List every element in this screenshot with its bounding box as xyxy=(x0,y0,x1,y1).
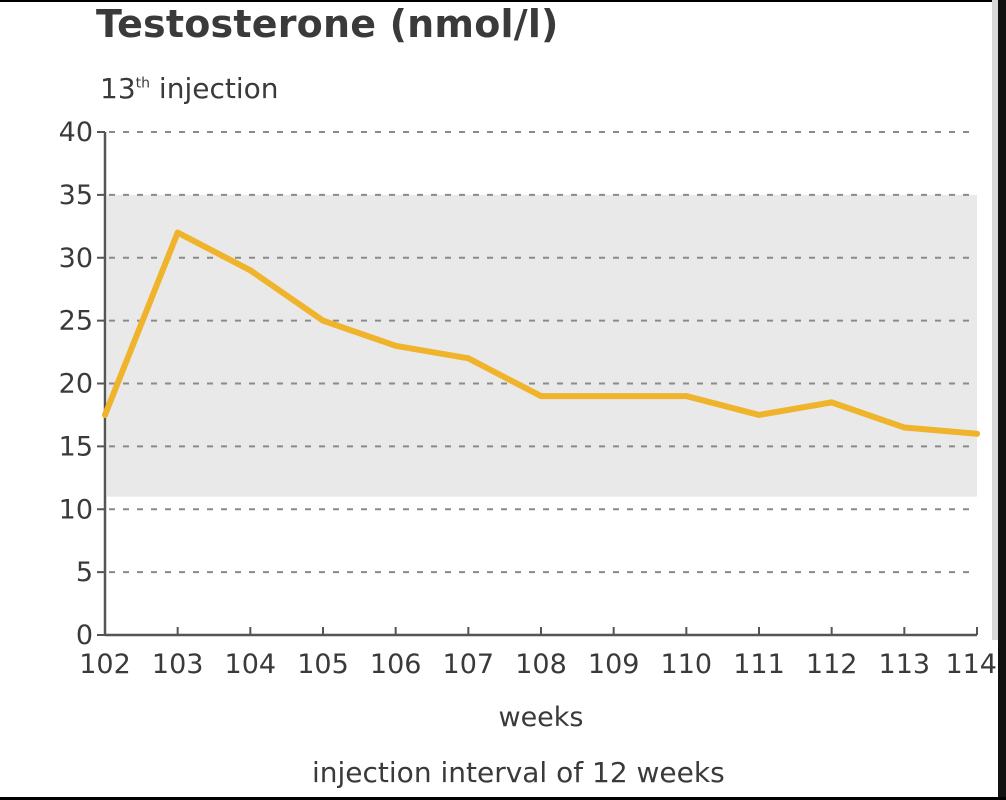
data-point-112 xyxy=(828,399,835,406)
data-point-113 xyxy=(901,424,908,431)
frame-top-border xyxy=(0,0,1006,2)
chart-caption: injection interval of 12 weeks xyxy=(312,756,725,789)
x-tick-label-107: 107 xyxy=(443,649,495,680)
frame-right-inner-border xyxy=(992,0,998,640)
data-point-103 xyxy=(174,229,181,236)
x-tick-label-110: 110 xyxy=(661,649,713,680)
data-point-105 xyxy=(320,317,326,324)
x-tick-label-109: 109 xyxy=(588,649,640,680)
y-tick-label-30: 30 xyxy=(59,243,93,274)
gridlines-layer xyxy=(109,131,977,574)
x-tick-label-112: 112 xyxy=(806,649,858,680)
data-point-107 xyxy=(465,355,472,362)
data-point-108 xyxy=(538,393,544,400)
reference-band-layer xyxy=(107,194,977,497)
data-point-110 xyxy=(683,393,690,400)
x-tick-label-106: 106 xyxy=(370,649,422,680)
x-tick-label-113: 113 xyxy=(879,649,931,680)
y-tick-label-40: 40 xyxy=(59,117,93,148)
axes-layer xyxy=(97,131,978,637)
y-tick-label-20: 20 xyxy=(59,369,93,400)
series-layer xyxy=(102,229,980,437)
frame-bottom-border xyxy=(0,797,1006,800)
chart-subtitle: 13th injection xyxy=(100,72,278,105)
data-point-102 xyxy=(102,411,108,418)
subtitle-text: injection xyxy=(150,72,279,105)
x-tick-label-104: 104 xyxy=(225,649,277,680)
x-tick-label-103: 103 xyxy=(152,649,204,680)
subtitle-number: 13 xyxy=(100,72,136,105)
y-tick-label-5: 5 xyxy=(76,557,93,588)
x-tick-label-105: 105 xyxy=(297,649,349,680)
y-tick-label-25: 25 xyxy=(59,306,93,337)
subtitle-superscript: th xyxy=(135,75,151,92)
y-tick-label-15: 15 xyxy=(59,431,93,462)
y-tick-label-35: 35 xyxy=(59,180,93,211)
data-point-104 xyxy=(247,267,254,274)
data-point-109 xyxy=(610,393,617,400)
y-tick-label-10: 10 xyxy=(59,494,93,525)
frame-right-border xyxy=(998,0,1006,800)
reference-range-band xyxy=(107,194,977,497)
x-tick-label-114: 114 xyxy=(945,649,997,680)
x-tick-label-102: 102 xyxy=(79,649,131,680)
chart-title: Testosterone (nmol/l) xyxy=(96,2,559,46)
tick-labels-layer: 0 5 10 15 20 25 30 35 40 102 103 104 105 106 107 108 109… xyxy=(59,117,997,680)
data-point-111 xyxy=(756,411,762,418)
x-tick-label-108: 108 xyxy=(515,649,567,680)
x-axis-label: weeks xyxy=(498,702,583,733)
y-tick-label-0: 0 xyxy=(76,620,93,651)
data-point-106 xyxy=(392,342,399,349)
x-tick-label-111: 111 xyxy=(733,649,785,680)
data-point-114 xyxy=(974,430,980,437)
